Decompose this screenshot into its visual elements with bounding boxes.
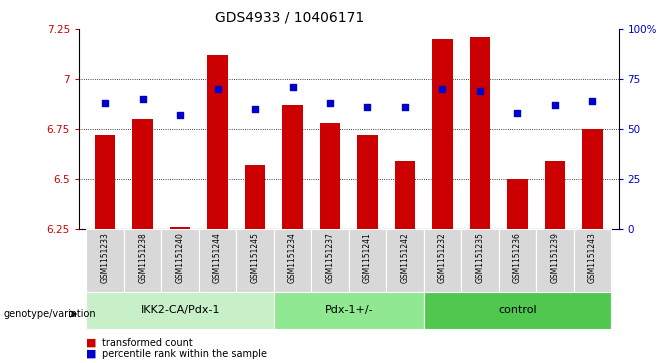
FancyBboxPatch shape: [424, 229, 461, 292]
Bar: [320, 123, 340, 229]
FancyBboxPatch shape: [424, 292, 611, 329]
FancyBboxPatch shape: [499, 229, 536, 292]
Text: Pdx-1+/-: Pdx-1+/-: [324, 305, 373, 315]
Text: GSM1151234: GSM1151234: [288, 232, 297, 283]
FancyBboxPatch shape: [86, 292, 274, 329]
Text: GSM1151236: GSM1151236: [513, 232, 522, 283]
Point: [175, 112, 186, 118]
Text: GSM1151245: GSM1151245: [251, 232, 259, 283]
Bar: [395, 161, 415, 229]
Point: [100, 100, 111, 106]
Text: GSM1151239: GSM1151239: [550, 232, 559, 283]
Bar: [545, 161, 565, 229]
FancyBboxPatch shape: [461, 229, 499, 292]
Text: GSM1151244: GSM1151244: [213, 232, 222, 283]
Point: [587, 98, 597, 104]
FancyBboxPatch shape: [124, 229, 161, 292]
Text: GSM1151238: GSM1151238: [138, 232, 147, 283]
Bar: [245, 165, 265, 229]
Text: GSM1151237: GSM1151237: [326, 232, 334, 283]
FancyBboxPatch shape: [574, 229, 611, 292]
Bar: [207, 55, 228, 229]
FancyBboxPatch shape: [274, 292, 424, 329]
FancyBboxPatch shape: [86, 229, 124, 292]
Bar: [357, 135, 378, 229]
FancyBboxPatch shape: [349, 229, 386, 292]
Bar: [282, 105, 303, 229]
Text: transformed count: transformed count: [102, 338, 193, 348]
FancyBboxPatch shape: [199, 229, 236, 292]
Bar: [507, 179, 528, 229]
Point: [399, 104, 410, 110]
Bar: [582, 129, 603, 229]
Text: GSM1151242: GSM1151242: [401, 232, 409, 283]
Bar: [432, 39, 453, 229]
Text: ■: ■: [86, 349, 96, 359]
Text: GDS4933 / 10406171: GDS4933 / 10406171: [215, 11, 364, 25]
Text: control: control: [498, 305, 537, 315]
FancyBboxPatch shape: [536, 229, 574, 292]
Text: ■: ■: [86, 338, 96, 348]
Text: GSM1151241: GSM1151241: [363, 232, 372, 283]
FancyBboxPatch shape: [386, 229, 424, 292]
FancyBboxPatch shape: [274, 229, 311, 292]
FancyBboxPatch shape: [161, 229, 199, 292]
Text: IKK2-CA/Pdx-1: IKK2-CA/Pdx-1: [140, 305, 220, 315]
Point: [138, 96, 148, 102]
Point: [325, 100, 336, 106]
Point: [362, 104, 372, 110]
Point: [213, 86, 223, 92]
Text: GSM1151240: GSM1151240: [176, 232, 185, 283]
Text: genotype/variation: genotype/variation: [3, 309, 96, 319]
FancyBboxPatch shape: [311, 229, 349, 292]
Bar: [95, 135, 116, 229]
Bar: [170, 227, 190, 229]
Text: percentile rank within the sample: percentile rank within the sample: [102, 349, 267, 359]
Text: GSM1151235: GSM1151235: [475, 232, 484, 283]
Point: [250, 106, 261, 112]
Bar: [470, 37, 490, 229]
Text: GSM1151232: GSM1151232: [438, 232, 447, 283]
Point: [512, 110, 522, 116]
Bar: [132, 119, 153, 229]
FancyBboxPatch shape: [236, 229, 274, 292]
Point: [549, 102, 560, 108]
Point: [474, 88, 485, 94]
Point: [288, 84, 298, 90]
Text: GSM1151233: GSM1151233: [101, 232, 110, 283]
Text: GSM1151243: GSM1151243: [588, 232, 597, 283]
Point: [437, 86, 447, 92]
